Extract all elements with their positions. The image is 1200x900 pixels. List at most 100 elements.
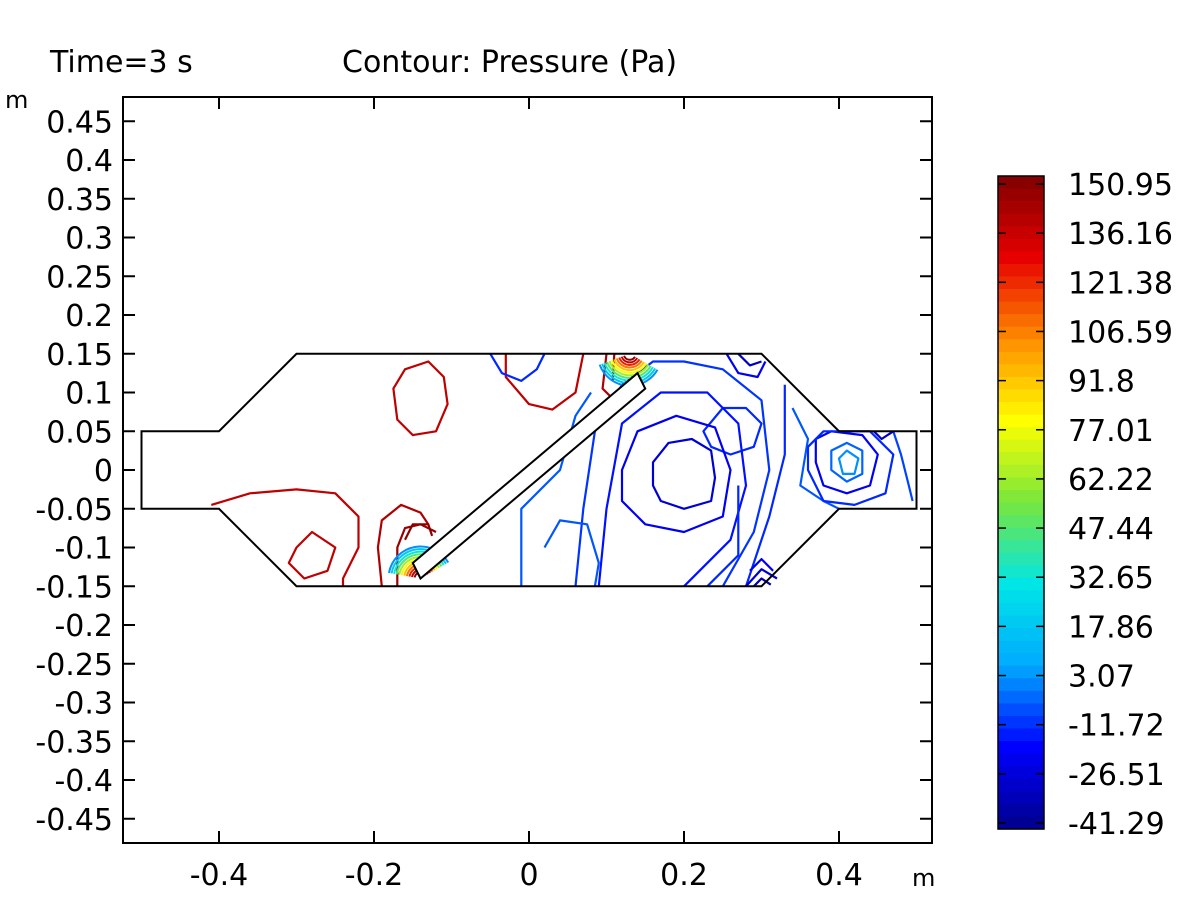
colorbar-swatch	[998, 427, 1044, 441]
colorbar-swatch	[998, 665, 1044, 679]
x-tick-label: -0.4	[190, 858, 249, 893]
colorbar: 150.95 136.16 121.38 106.59 91.8 77.01 62.22 47…	[997, 168, 1173, 842]
colorbar-label: 62.22	[1068, 463, 1154, 498]
contour-line	[737, 353, 762, 367]
colorbar-label: 106.59	[1068, 315, 1173, 350]
colorbar-swatch	[998, 339, 1044, 353]
colorbar-label: 3.07	[1068, 660, 1135, 695]
colorbar-swatch	[998, 263, 1044, 278]
contour-line	[615, 358, 643, 369]
contour-line	[404, 523, 434, 541]
x-unit-label: m	[912, 864, 935, 892]
colorbar-swatch	[998, 515, 1044, 529]
contour-line	[749, 558, 774, 572]
contour-line	[520, 391, 592, 587]
y-tick-label: 0.15	[46, 338, 113, 373]
colorbar-label: -26.51	[1068, 758, 1165, 793]
contour-line	[892, 430, 914, 502]
colorbar-label: 32.65	[1068, 561, 1154, 596]
colorbar-swatch	[998, 226, 1044, 240]
colorbar-swatch	[998, 389, 1044, 403]
colorbar-label: 17.86	[1068, 610, 1154, 645]
contour-line	[489, 353, 546, 382]
y-tick-label: 0.45	[46, 105, 113, 140]
y-unit-label: m	[5, 86, 28, 114]
colorbar-swatch	[998, 314, 1044, 328]
colorbar-swatch	[998, 326, 1044, 340]
colorbar-swatch	[998, 502, 1044, 516]
contour-line	[651, 437, 717, 510]
colorbar-swatch	[998, 201, 1044, 215]
contour-line	[830, 441, 864, 483]
contour-line	[620, 414, 732, 534]
contour-line	[610, 359, 648, 374]
colorbar-swatch	[998, 527, 1044, 541]
y-tick-label: -0.05	[35, 493, 113, 528]
colorbar-swatch	[998, 565, 1044, 579]
x-tick-label: 0.4	[815, 858, 863, 893]
contour-line	[791, 407, 840, 510]
colorbar-swatch	[998, 552, 1044, 566]
domain-geometry	[140, 352, 918, 588]
axis-ticks: -0.4 -0.2 0 0.2 0.4 0.45 0.4 0.35 0.30.25 0.2 0.15…	[35, 97, 932, 893]
y-tick-label: 0	[94, 454, 113, 489]
colorbar-swatch	[998, 364, 1044, 378]
colorbar-swatch	[998, 690, 1044, 705]
x-tick-label: 0.2	[660, 858, 708, 893]
contour-line	[613, 358, 645, 372]
colorbar-label: 136.16	[1068, 217, 1173, 252]
contour-lines	[210, 353, 914, 588]
colorbar-swatch	[998, 540, 1044, 554]
colorbar-swatch	[998, 414, 1044, 428]
colorbar-label: -11.72	[1068, 709, 1165, 744]
contour-line	[504, 353, 585, 411]
channel-outline	[140, 352, 918, 588]
colorbar-swatch	[998, 176, 1044, 190]
contour-line	[702, 406, 763, 456]
x-tick-label: -0.2	[345, 858, 404, 893]
contour-line	[597, 391, 748, 588]
colorbar-swatch	[998, 376, 1044, 391]
y-tick-label: -0.45	[35, 803, 113, 838]
colorbar-frame	[997, 175, 1045, 830]
x-tick-label: 0	[519, 858, 538, 893]
contour-line	[837, 449, 860, 475]
colorbar-label: 121.38	[1068, 266, 1173, 301]
y-tick-label: -0.35	[35, 725, 113, 760]
colorbar-swatch	[998, 251, 1044, 265]
colorbar-swatch	[998, 791, 1044, 805]
y-tick-label: -0.15	[35, 570, 113, 605]
colorbar-swatch	[998, 301, 1044, 315]
contour-line	[376, 503, 430, 587]
contour-line	[744, 384, 786, 587]
colorbar-swatch	[998, 477, 1044, 491]
contour-line	[210, 488, 360, 587]
colorbar-swatch	[998, 715, 1044, 730]
colorbar-swatch	[998, 439, 1044, 453]
colorbar-swatch	[998, 653, 1044, 667]
contour-line	[806, 430, 895, 506]
contour-line	[706, 485, 740, 588]
contour-line	[618, 357, 641, 366]
colorbar-label: 150.95	[1068, 168, 1173, 203]
contour-line	[620, 356, 639, 364]
contour-line	[753, 577, 772, 588]
colorbar-swatch	[998, 238, 1044, 252]
y-tick-label: -0.3	[54, 687, 113, 722]
contour-line	[623, 355, 636, 361]
colorbar-swatch	[998, 602, 1044, 617]
contour-line	[608, 360, 650, 377]
colorbar-swatch	[998, 276, 1044, 290]
y-tick-label: 0.25	[46, 260, 113, 295]
y-tick-label: 0.4	[65, 144, 113, 179]
colorbar-swatch	[998, 678, 1044, 692]
colorbar-swatch	[998, 452, 1044, 466]
colorbar-swatch	[998, 753, 1044, 767]
y-tick-label: -0.4	[54, 764, 113, 799]
y-tick-label: 0.05	[46, 415, 113, 450]
y-tick-label: 0.3	[65, 222, 113, 257]
colorbar-swatch	[998, 188, 1044, 202]
contour-line	[543, 519, 600, 587]
time-title: Time=3 s	[49, 45, 193, 80]
